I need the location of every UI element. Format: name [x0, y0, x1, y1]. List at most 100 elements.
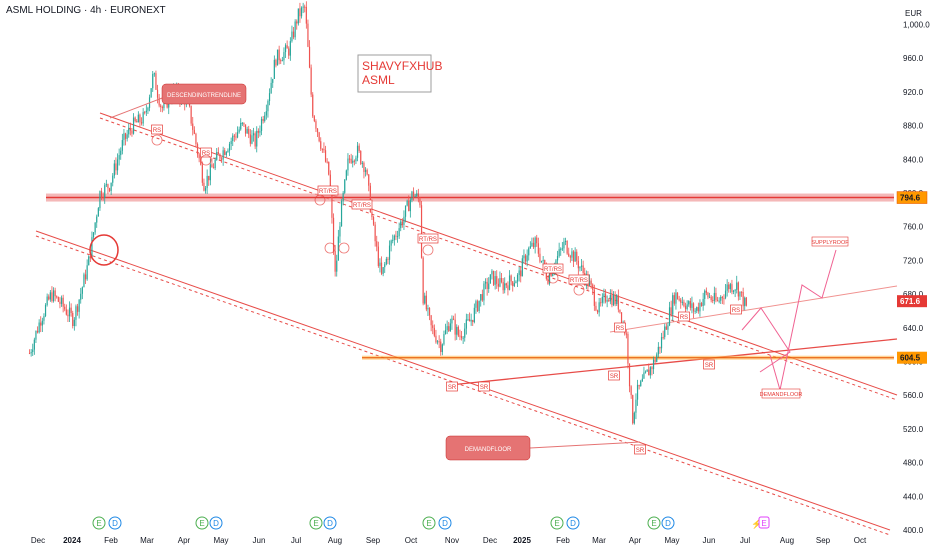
marker-box[interactable]: [703, 359, 715, 370]
candle-body[interactable]: [241, 122, 243, 124]
candle-body[interactable]: [116, 159, 119, 171]
candle-body[interactable]: [528, 248, 530, 256]
candle-body[interactable]: [609, 295, 611, 302]
candle-body[interactable]: [696, 307, 698, 311]
candle-body[interactable]: [678, 299, 680, 301]
candle-body[interactable]: [425, 295, 427, 310]
candle-body[interactable]: [518, 270, 520, 275]
candle-body[interactable]: [432, 325, 434, 328]
candle-body[interactable]: [558, 249, 560, 257]
candle-body[interactable]: [291, 31, 293, 42]
candle-body[interactable]: [636, 384, 639, 400]
candle-body[interactable]: [716, 300, 719, 302]
candle-body[interactable]: [323, 148, 325, 151]
dividend-icon[interactable]: [209, 516, 223, 530]
candle-body[interactable]: [737, 282, 739, 297]
candle-body[interactable]: [259, 130, 261, 133]
candle-body[interactable]: [324, 150, 327, 162]
candle-body[interactable]: [526, 255, 528, 262]
candle-body[interactable]: [512, 281, 514, 287]
candle-body[interactable]: [726, 284, 728, 291]
candle-body[interactable]: [38, 322, 40, 333]
candle-body[interactable]: [571, 251, 573, 258]
candle-body[interactable]: [150, 88, 152, 98]
candle-body[interactable]: [371, 212, 373, 218]
candle-body[interactable]: [502, 281, 504, 291]
candle-body[interactable]: [472, 319, 474, 323]
candle-body[interactable]: [142, 112, 144, 124]
candle-body[interactable]: [635, 399, 637, 413]
candle-body[interactable]: [644, 371, 647, 373]
candle-body[interactable]: [579, 266, 581, 269]
candle-body[interactable]: [508, 275, 511, 290]
candle-body[interactable]: [729, 284, 731, 290]
candle-body[interactable]: [379, 262, 381, 266]
candle-body[interactable]: [627, 333, 629, 364]
candle-body[interactable]: [358, 145, 360, 151]
marker-box[interactable]: [730, 304, 742, 315]
candle-body[interactable]: [489, 274, 491, 284]
candle-body[interactable]: [257, 130, 259, 133]
candle-body[interactable]: [718, 300, 720, 302]
candle-body[interactable]: [494, 276, 496, 285]
candle-body[interactable]: [272, 78, 274, 83]
candle-body[interactable]: [46, 296, 48, 306]
candle-body[interactable]: [460, 336, 463, 339]
candle-body[interactable]: [412, 191, 415, 197]
candle-body[interactable]: [252, 133, 255, 136]
candle-body[interactable]: [353, 160, 355, 162]
candle-body[interactable]: [67, 314, 69, 317]
candle-body[interactable]: [380, 262, 383, 274]
candle-body[interactable]: [368, 174, 370, 186]
candle-body[interactable]: [193, 129, 195, 134]
candle-body[interactable]: [436, 341, 439, 343]
candle-body[interactable]: [316, 128, 319, 133]
candle-body[interactable]: [588, 280, 591, 286]
candle-body[interactable]: [240, 122, 242, 130]
rising-support-line[interactable]: [449, 338, 898, 386]
candle-body[interactable]: [478, 300, 480, 312]
marker-box[interactable]: [351, 199, 373, 210]
symbol-title[interactable]: ASML HOLDING · 4h · EURONEXT: [6, 5, 166, 16]
candle-body[interactable]: [574, 251, 576, 262]
candle-body[interactable]: [377, 246, 379, 266]
candle-body[interactable]: [222, 150, 224, 160]
candle-body[interactable]: [464, 328, 466, 338]
candle-body[interactable]: [286, 45, 288, 49]
candle-body[interactable]: [572, 251, 575, 262]
earnings-icon[interactable]: [309, 516, 323, 530]
candle-body[interactable]: [297, 8, 299, 24]
candle-body[interactable]: [534, 237, 536, 248]
candle-body[interactable]: [433, 327, 435, 336]
candle-body[interactable]: [246, 128, 248, 134]
candle-body[interactable]: [416, 193, 418, 196]
candle-body[interactable]: [94, 222, 96, 233]
candle-body[interactable]: [72, 313, 74, 326]
candle-body[interactable]: [190, 105, 192, 124]
candle-body[interactable]: [376, 241, 378, 247]
callout-demand-floor[interactable]: [445, 435, 531, 461]
candle-body[interactable]: [126, 134, 128, 139]
candle-body[interactable]: [745, 297, 747, 306]
candle-body[interactable]: [563, 241, 565, 249]
candle-body[interactable]: [731, 284, 733, 292]
candle-body[interactable]: [340, 200, 343, 227]
candle-body[interactable]: [321, 148, 323, 150]
candle-body[interactable]: [459, 335, 461, 337]
candle-body[interactable]: [30, 352, 32, 354]
candle-body[interactable]: [430, 315, 432, 326]
candle-body[interactable]: [420, 205, 423, 258]
candle-body[interactable]: [155, 73, 157, 90]
marker-box[interactable]: [417, 233, 439, 244]
candle-body[interactable]: [504, 283, 506, 291]
projection-zigzag-1[interactable]: [741, 307, 791, 373]
lower-channel-line[interactable]: [35, 230, 891, 531]
candle-body[interactable]: [619, 309, 621, 313]
candle-body[interactable]: [475, 301, 477, 308]
candle-body[interactable]: [326, 161, 328, 163]
candle-body[interactable]: [273, 59, 275, 79]
candle-body[interactable]: [523, 255, 525, 259]
candle-body[interactable]: [568, 253, 570, 257]
candle-body[interactable]: [220, 158, 223, 160]
candle-body[interactable]: [73, 319, 75, 326]
